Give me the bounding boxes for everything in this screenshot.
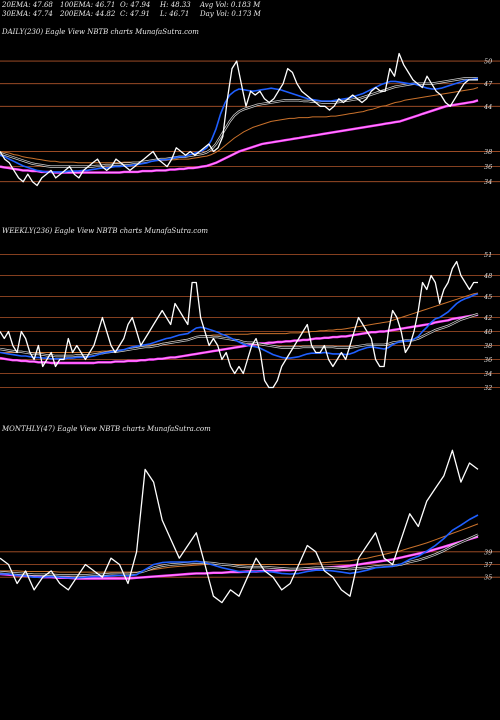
avg-vol-label: Avg Vol: 0.183 M [200, 1, 261, 9]
daily-y-tick-label: 34 [484, 178, 492, 186]
weekly-y-tick-label: 32 [484, 384, 492, 392]
ema30-label: 30EMA: 47.74 [2, 10, 53, 18]
daily-y-tick-label: 36 [484, 163, 492, 171]
monthly-y-tick-label: 39 [484, 548, 492, 556]
weekly-y-tick-label: 36 [484, 356, 492, 364]
daily-ema-short-line [0, 77, 479, 173]
weekly-chart: 51 48 45 42 40 38 36 34 32 [0, 251, 500, 392]
monthly-y-tick-label: 37 [484, 561, 493, 569]
ema20-label: 20EMA: 47.68 [2, 1, 53, 9]
monthly-chart: 39 37 35 [0, 449, 500, 604]
high-label: H: 48.33 [160, 1, 191, 9]
daily-chart: 50 47 44 38 36 34 [0, 52, 500, 187]
monthly-chart-title: MONTHLY(47) Eagle View NBTB charts Munaf… [2, 425, 211, 433]
open-label: O: 47.94 [120, 1, 151, 9]
daily-ema-mid-line-inner [0, 77, 478, 168]
weekly-price-line [0, 260, 478, 389]
low-label: L: 46.71 [160, 10, 190, 18]
weekly-y-tick-label: 45 [483, 293, 492, 301]
monthly-price-line [0, 449, 479, 604]
weekly-y-tick-label: 48 [483, 272, 492, 280]
daily-y-tick-label: 44 [483, 103, 492, 111]
daily-price-line [0, 52, 478, 187]
close-label: C: 47.91 [120, 10, 150, 18]
monthly-ema-mid-line-inner [0, 534, 479, 576]
weekly-y-tick-label: 40 [483, 328, 492, 336]
daily-y-tick-label: 47 [483, 80, 493, 88]
weekly-y-tick-label: 51 [484, 251, 492, 259]
weekly-y-tick-label: 42 [483, 314, 492, 322]
weekly-chart-title: WEEKLY(236) Eagle View NBTB charts Munaf… [2, 227, 209, 235]
daily-ema-long-line [0, 87, 479, 164]
monthly-ema-mid-line-outer [0, 533, 479, 577]
weekly-y-tick-label: 34 [484, 370, 492, 378]
weekly-y-tick-label: 38 [484, 342, 492, 350]
daily-ema-200-line-highlight [0, 100, 479, 173]
daily-ema-mid-line-outer [0, 77, 478, 168]
weekly-ema-200-line-highlight [0, 314, 479, 364]
daily-y-tick-label: 50 [484, 58, 492, 66]
ema200-label: 200EMA: 44.82 [60, 10, 116, 18]
weekly-ema-short-line [0, 292, 479, 360]
monthly-ema-short-line [0, 514, 479, 579]
daily-chart-title: DAILY(230) Eagle View NBTB charts Munafa… [2, 28, 199, 36]
monthly-y-tick-label: 35 [484, 574, 492, 582]
ema100-label: 100EMA: 46.71 [60, 1, 116, 9]
day-vol-label: Day Vol: 0.173 M [200, 10, 261, 18]
weekly-ema-long-line [0, 292, 479, 353]
daily-y-tick-label: 38 [484, 148, 492, 156]
